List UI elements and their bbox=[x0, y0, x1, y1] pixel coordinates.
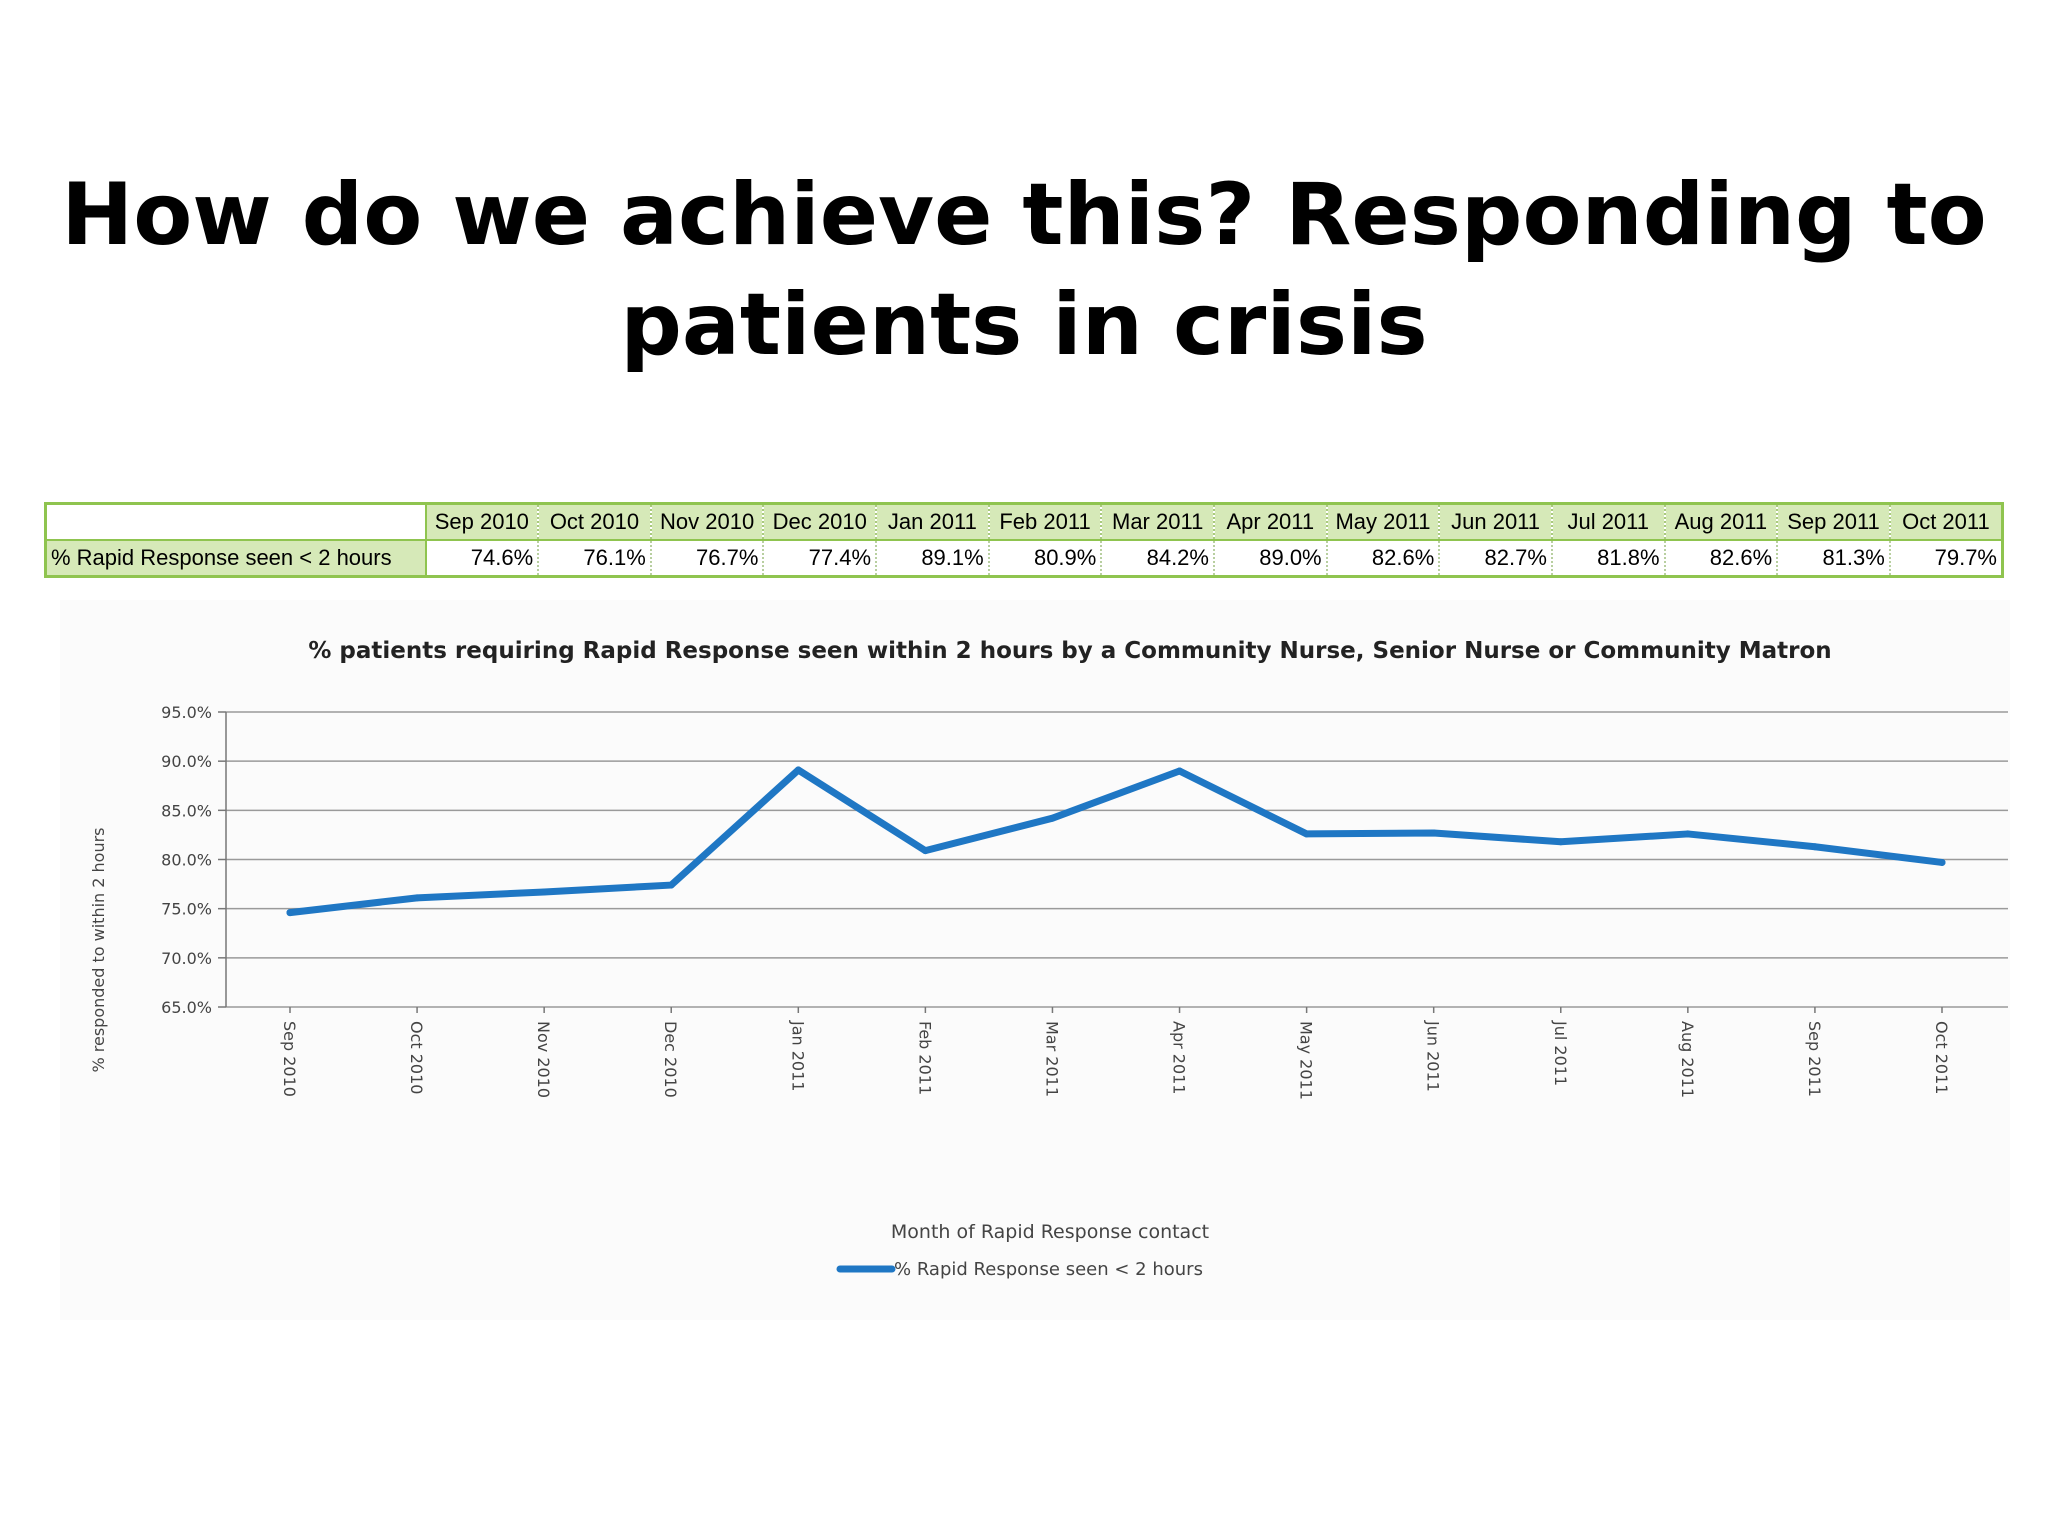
data-point bbox=[1684, 830, 1692, 838]
table-cell: 74.6% bbox=[425, 539, 540, 577]
table-header-cell: Mar 2011 bbox=[1101, 503, 1215, 540]
data-table: Sep 2010 Oct 2010 Nov 2010 Dec 2010 Jan … bbox=[44, 502, 2004, 578]
x-tick-label: Jun 2011 bbox=[1424, 1020, 1443, 1092]
x-tick-label: Feb 2011 bbox=[915, 1021, 934, 1095]
x-tick-label: Jan 2011 bbox=[788, 1020, 807, 1091]
y-tick-label: 80.0% bbox=[161, 851, 212, 870]
chart-title: % patients requiring Rapid Response seen… bbox=[308, 638, 1831, 664]
table-cell: 89.1% bbox=[876, 539, 990, 577]
table-cell: 77.4% bbox=[763, 539, 878, 577]
data-point bbox=[794, 766, 802, 774]
table-header-cell: Dec 2010 bbox=[763, 503, 878, 540]
slide-title-line-1: How do we achieve this? Responding to bbox=[61, 165, 1987, 265]
chart-legend: % Rapid Response seen < 2 hours bbox=[836, 1259, 1203, 1280]
table-cell: 82.7% bbox=[1439, 539, 1553, 577]
chart-axes: 95.0% 90.0% 85.0% 80.0% 75.0% 70.0% 65.0% Sep 2… bbox=[161, 703, 1951, 1100]
chart-series bbox=[286, 766, 1946, 917]
table-cell: 84.2% bbox=[1101, 539, 1215, 577]
table-header-cell: Aug 2011 bbox=[1664, 503, 1779, 540]
table-cell: 89.0% bbox=[1213, 539, 1328, 577]
data-point bbox=[540, 888, 548, 896]
x-tick-label: Oct 2010 bbox=[407, 1021, 426, 1094]
table-header-cell: Apr 2011 bbox=[1213, 503, 1328, 540]
x-tick-label: Oct 2011 bbox=[1932, 1021, 1951, 1094]
data-point bbox=[413, 894, 421, 902]
slide-title-line-2: patients in crisis bbox=[620, 275, 1428, 375]
legend-entry: % Rapid Response seen < 2 hours bbox=[894, 1259, 1203, 1280]
data-point bbox=[1303, 830, 1311, 838]
y-axis-label: % responded to within 2 hours bbox=[89, 827, 108, 1072]
line-chart: % patients requiring Rapid Response seen… bbox=[60, 600, 2010, 1320]
y-tick-label: 85.0% bbox=[161, 801, 212, 820]
table-row: % Rapid Response seen < 2 hours 74.6% 76… bbox=[45, 539, 2004, 577]
table-header-cell: Jan 2011 bbox=[876, 503, 990, 540]
y-tick-label: 95.0% bbox=[161, 703, 212, 722]
x-tick-label: Nov 2010 bbox=[534, 1021, 553, 1098]
table-row-label: % Rapid Response seen < 2 hours bbox=[45, 539, 427, 577]
x-tick-label: Dec 2010 bbox=[661, 1021, 680, 1098]
x-tick-label: Aug 2011 bbox=[1678, 1021, 1697, 1098]
y-tick-label: 75.0% bbox=[161, 900, 212, 919]
data-point bbox=[1176, 767, 1184, 775]
y-tick-label: 90.0% bbox=[161, 752, 212, 771]
data-point bbox=[286, 909, 294, 917]
y-tick-label: 65.0% bbox=[161, 998, 212, 1017]
chart-gridlines bbox=[226, 711, 2008, 1008]
table-cell: 76.1% bbox=[538, 539, 652, 577]
data-point bbox=[1048, 814, 1056, 822]
data-point bbox=[1938, 858, 1946, 866]
table-header-cell: May 2011 bbox=[1326, 503, 1441, 540]
data-point bbox=[667, 881, 675, 889]
y-tick-label: 70.0% bbox=[161, 949, 212, 968]
table-corner-cell bbox=[45, 503, 427, 540]
data-point bbox=[1557, 838, 1565, 846]
data-point bbox=[921, 847, 929, 855]
slide-title: How do we achieve this? Responding to pa… bbox=[0, 160, 2048, 380]
series-line bbox=[286, 766, 1946, 917]
data-point bbox=[1811, 843, 1819, 851]
table-cell: 81.8% bbox=[1551, 539, 1666, 577]
table-cell: 82.6% bbox=[1664, 539, 1779, 577]
data-point bbox=[1430, 829, 1438, 837]
table-header-row: Sep 2010 Oct 2010 Nov 2010 Dec 2010 Jan … bbox=[45, 503, 2004, 540]
table-header-cell: Feb 2011 bbox=[988, 503, 1103, 540]
table-cell: 80.9% bbox=[988, 539, 1103, 577]
chart-canvas: % patients requiring Rapid Response seen… bbox=[89, 638, 2008, 1280]
table-header-cell: Oct 2011 bbox=[1889, 503, 2004, 540]
x-tick-label: Sep 2011 bbox=[1805, 1021, 1824, 1097]
table-header-cell: Jun 2011 bbox=[1439, 503, 1553, 540]
table-cell: 79.7% bbox=[1889, 539, 2004, 577]
table-header-cell: Oct 2010 bbox=[538, 503, 652, 540]
table-cell: 76.7% bbox=[650, 539, 765, 577]
table-header-cell: Nov 2010 bbox=[650, 503, 765, 540]
x-tick-label: Mar 2011 bbox=[1042, 1021, 1061, 1097]
table-header-cell: Sep 2011 bbox=[1777, 503, 1891, 540]
table-header-cell: Jul 2011 bbox=[1551, 503, 1666, 540]
x-tick-label: May 2011 bbox=[1297, 1021, 1316, 1100]
x-tick-label: Jul 2011 bbox=[1551, 1020, 1570, 1086]
table-cell: 82.6% bbox=[1326, 539, 1441, 577]
table-header-cell: Sep 2010 bbox=[425, 503, 540, 540]
table-cell: 81.3% bbox=[1777, 539, 1891, 577]
x-tick-label: Apr 2011 bbox=[1170, 1021, 1189, 1094]
x-axis-label: Month of Rapid Response contact bbox=[891, 1221, 1209, 1243]
x-tick-label: Sep 2010 bbox=[280, 1021, 299, 1097]
